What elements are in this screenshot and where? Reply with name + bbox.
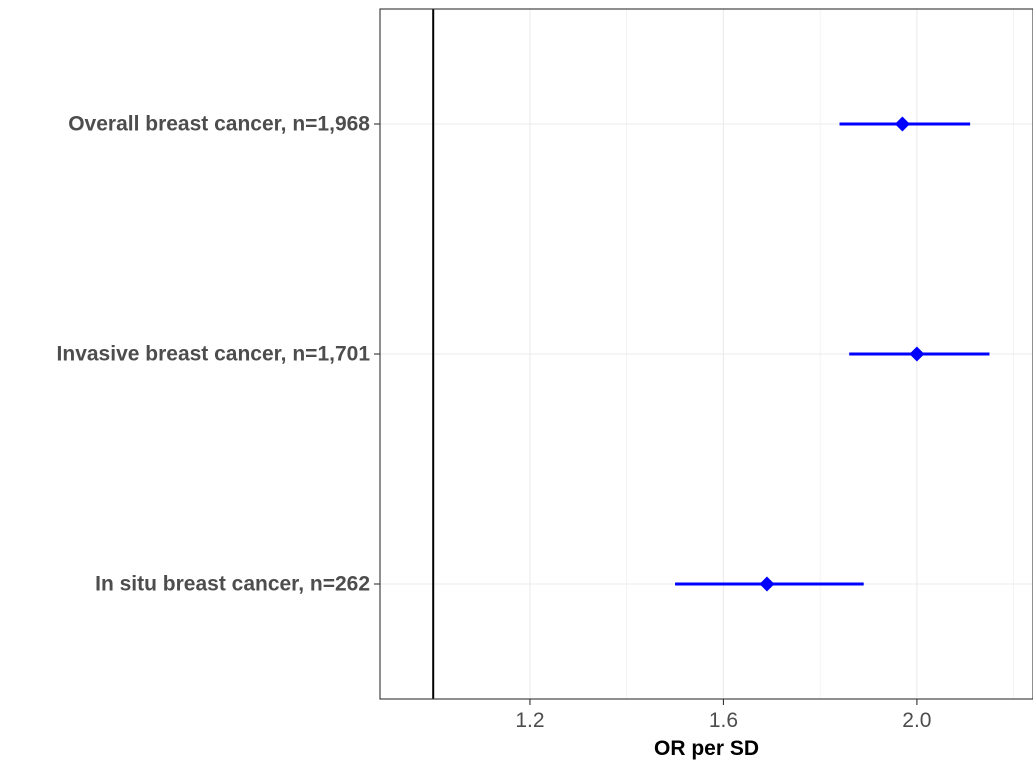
y-tick-label: In situ breast cancer, n=262 [95,573,370,596]
y-tick-label: Overall breast cancer, n=1,968 [68,113,370,136]
x-tick-label: 2.0 [902,709,931,732]
y-tick-label: Invasive breast cancer, n=1,701 [57,343,371,366]
point-estimate-marker [759,576,775,592]
x-axis: 1.2 1.6 2.0 [515,699,932,732]
x-tick-label: 1.2 [515,709,544,732]
x-tick-label: 1.6 [709,709,738,732]
estimates-layer [675,116,990,592]
point-estimate-marker [894,116,910,132]
y-axis: Overall breast cancer, n=1,968 Invasive b… [57,113,380,596]
point-estimate-marker [909,346,925,362]
x-axis-title: OR per SD [654,737,759,760]
